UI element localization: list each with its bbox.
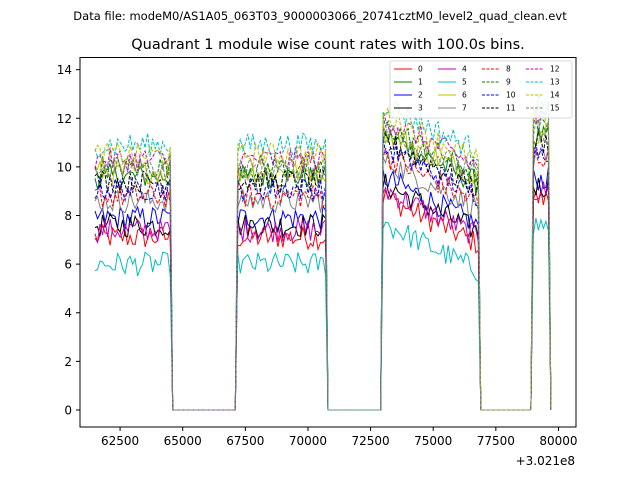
chart-suptitle: Data file: modeM0/AS1A05_063T03_90000030… <box>73 9 567 23</box>
x-axis-offset-label: +3.021e8 <box>516 454 575 468</box>
y-tick-label: 4 <box>64 306 72 320</box>
y-tick-label: 0 <box>64 403 72 417</box>
x-tick-label: 67500 <box>226 434 264 448</box>
legend-label-0: 0 <box>418 65 423 74</box>
series-line-15 <box>94 119 552 411</box>
series-layer <box>94 92 552 411</box>
y-tick-label: 2 <box>64 355 72 369</box>
legend-label-14: 14 <box>550 91 560 100</box>
x-tick-label: 62500 <box>101 434 139 448</box>
y-tick-label: 6 <box>64 258 72 272</box>
legend-label-5: 5 <box>462 78 467 87</box>
series-line-10 <box>94 135 552 411</box>
y-tick-label: 8 <box>64 209 72 223</box>
x-tick-label: 70000 <box>289 434 327 448</box>
x-tick-label: 80000 <box>539 434 577 448</box>
y-axis-ticks: 0 2 4 6 8 10 12 14 <box>57 63 80 417</box>
legend-label-7: 7 <box>462 104 467 113</box>
series-line-5 <box>94 217 552 411</box>
x-tick-label: 77500 <box>477 434 515 448</box>
series-line-7 <box>94 148 552 411</box>
y-tick-label: 12 <box>57 112 72 126</box>
x-tick-label: 65000 <box>164 434 202 448</box>
legend-label-13: 13 <box>550 78 560 87</box>
legend-label-4: 4 <box>462 65 467 74</box>
legend-label-15: 15 <box>550 104 560 113</box>
x-tick-label: 75000 <box>414 434 452 448</box>
legend-box <box>389 60 573 119</box>
legend-label-3: 3 <box>418 104 423 113</box>
legend-label-12: 12 <box>550 65 560 74</box>
y-tick-label: 10 <box>57 160 72 174</box>
legend-label-8: 8 <box>506 65 511 74</box>
legend-label-1: 1 <box>418 78 423 87</box>
legend-label-6: 6 <box>462 91 467 100</box>
legend-label-10: 10 <box>506 91 516 100</box>
legend-label-9: 9 <box>506 78 511 87</box>
plot-area-frame <box>79 57 577 428</box>
legend-label-11: 11 <box>506 104 516 113</box>
y-tick-label: 14 <box>57 63 72 77</box>
legend-label-2: 2 <box>418 91 423 100</box>
series-line-14 <box>94 103 552 411</box>
x-tick-label: 72500 <box>351 434 389 448</box>
chart-title: Quadrant 1 module wise count rates with … <box>131 37 525 53</box>
x-axis-ticks: 62500 65000 67500 70000 72500 75000 77500 80000 <box>101 427 578 448</box>
